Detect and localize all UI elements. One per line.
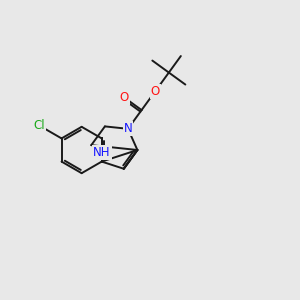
Text: O: O xyxy=(151,85,160,98)
Text: NH: NH xyxy=(93,146,110,159)
Text: N: N xyxy=(124,122,132,135)
Text: Cl: Cl xyxy=(34,119,45,132)
Text: O: O xyxy=(120,91,129,104)
